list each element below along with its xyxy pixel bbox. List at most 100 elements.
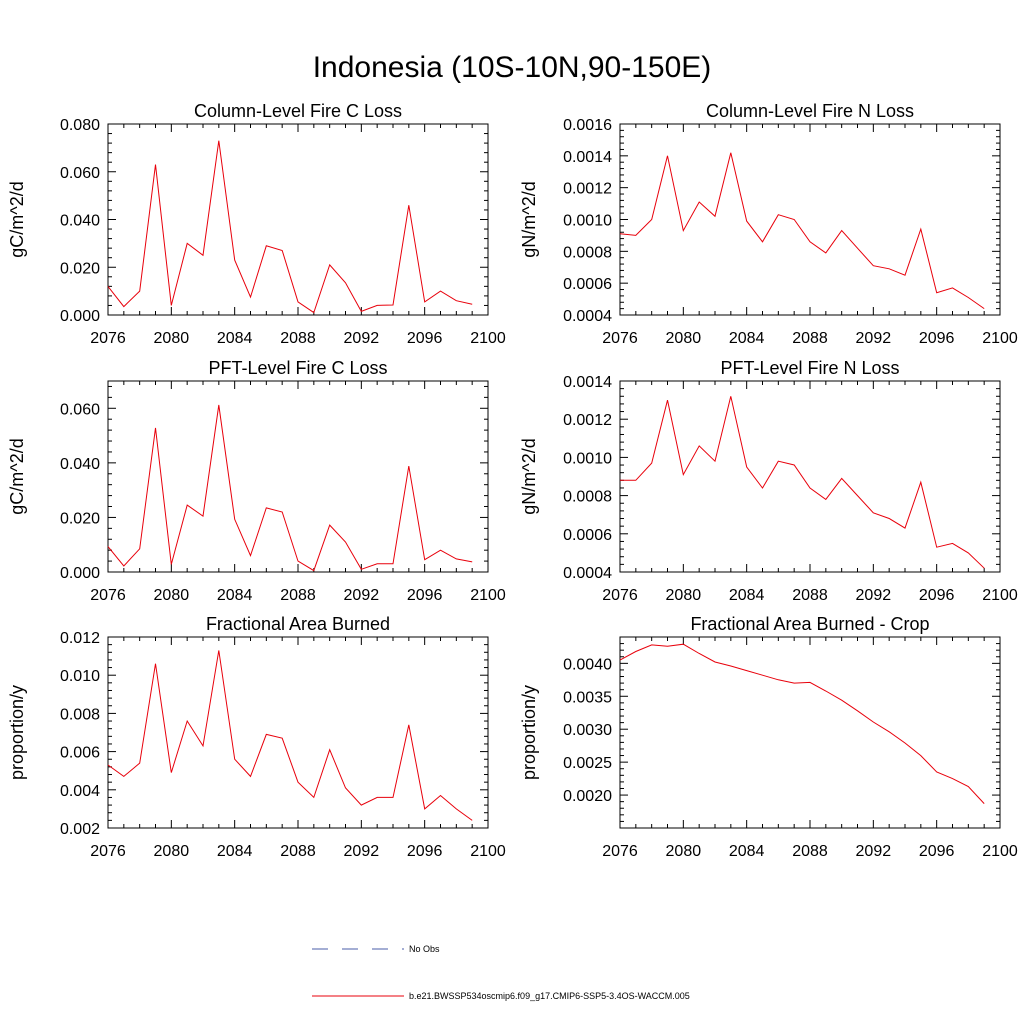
x-tick-label: 2080 [666,587,702,604]
y-axis-label: proportion/y [519,685,539,780]
series-line-1 [619,643,985,804]
plot-frame [107,380,489,573]
x-tick-label: 2088 [280,843,316,860]
x-tick-label: 2100 [982,843,1018,860]
y-tick-label: 0.080 [60,117,100,134]
x-tick-label: 2084 [217,843,253,860]
y-tick-label: 0.004 [60,783,100,800]
legend-label-model: b.e21.BWSSP534oscmip6.f09_g17.CMIP6-SSP5… [409,991,690,1001]
plot-frame [107,123,489,316]
y-tick-label: 0.0004 [563,308,612,325]
x-tick-label: 2092 [344,843,380,860]
x-tick-label: 2100 [470,843,506,860]
y-tick-label: 0.0014 [563,374,612,391]
series-line-1 [107,404,473,572]
panel-title: Fractional Area Burned - Crop [690,614,929,634]
series-line-1 [107,650,473,821]
x-tick-label: 2088 [280,587,316,604]
chart-panel-2: Column-Level Fire N Loss gN/m^2/d 2076 2080… [519,101,1018,347]
x-tick-label: 2080 [154,330,190,347]
x-tick-label: 2092 [856,330,892,347]
panel-title: Fractional Area Burned [206,614,390,634]
series-line-1 [107,140,473,314]
x-tick-label: 2092 [856,843,892,860]
y-tick-label: 0.0020 [563,788,612,805]
y-axis-label: proportion/y [7,685,27,780]
series-line-1 [620,396,985,569]
y-tick-label: 0.006 [60,745,100,762]
y-tick-label: 0.010 [60,668,100,685]
panel-title: Column-Level Fire C Loss [194,101,402,121]
y-tick-label: 0.0010 [563,450,612,467]
x-tick-label: 2100 [470,330,506,347]
x-tick-label: 2084 [729,330,765,347]
x-tick-label: 2080 [154,843,190,860]
y-axis-label: gC/m^2/d [7,438,27,514]
x-tick-label: 2084 [729,587,765,604]
chart-panels: Column-Level Fire C Loss gC/m^2/d 2076 2080… [7,101,1018,860]
y-tick-label: 0.060 [60,165,100,182]
y-tick-label: 0.020 [60,260,100,277]
y-tick-label: 0.060 [60,401,100,418]
series-line-1 [619,152,985,310]
panel-title: Column-Level Fire N Loss [706,101,914,121]
x-tick-label: 2092 [856,587,892,604]
x-tick-label: 2076 [602,330,638,347]
chart-panel-6: Fractional Area Burned - Crop proportion/… [519,614,1018,860]
x-tick-label: 2076 [602,587,638,604]
panel-title: PFT-Level Fire C Loss [208,358,387,378]
y-tick-label: 0.0004 [563,565,612,582]
x-tick-label: 2084 [217,330,253,347]
figure-title: Indonesia (10S-10N,90-150E) [313,51,712,84]
x-tick-label: 2076 [602,843,638,860]
y-tick-label: 0.0006 [563,527,612,544]
plot-frame [619,380,1001,573]
y-tick-label: 0.0040 [563,656,612,673]
x-tick-label: 2080 [154,587,190,604]
legend-label-no-obs: No Obs [409,944,440,954]
y-tick-label: 0.0014 [563,149,612,166]
y-tick-label: 0.000 [60,308,100,325]
y-tick-label: 0.040 [60,213,100,230]
x-tick-label: 2084 [729,843,765,860]
plot-frame [619,636,1001,829]
x-tick-label: 2084 [217,587,253,604]
y-tick-label: 0.0008 [563,244,612,261]
x-tick-label: 2080 [666,843,702,860]
y-tick-label: 0.0025 [563,755,612,772]
chart-panel-5: Fractional Area Burned proportion/y 2076 20… [7,614,506,860]
plot-frame [619,123,1001,316]
y-tick-label: 0.0012 [563,181,612,198]
legend: No Obs b.e21.BWSSP534oscmip6.f09_g17.CMI… [312,944,690,1001]
x-tick-label: 2080 [666,330,702,347]
y-tick-label: 0.0016 [563,117,612,134]
panel-title: PFT-Level Fire N Loss [720,358,899,378]
x-tick-label: 2088 [792,587,828,604]
y-tick-label: 0.002 [60,821,100,838]
x-tick-label: 2092 [344,587,380,604]
x-tick-label: 2088 [792,330,828,347]
y-tick-label: 0.020 [60,510,100,527]
y-axis-label: gN/m^2/d [519,181,539,257]
x-tick-label: 2076 [90,587,126,604]
y-tick-label: 0.012 [60,630,100,647]
x-tick-label: 2096 [407,843,443,860]
y-tick-label: 0.0030 [563,722,612,739]
y-axis-label: gC/m^2/d [7,181,27,257]
x-tick-label: 2088 [792,843,828,860]
y-tick-label: 0.0035 [563,689,612,706]
x-tick-label: 2092 [344,330,380,347]
x-tick-label: 2076 [90,843,126,860]
x-tick-label: 2100 [982,587,1018,604]
y-tick-label: 0.0008 [563,489,612,506]
chart-panel-1: Column-Level Fire C Loss gC/m^2/d 2076 2080… [7,101,506,347]
y-tick-label: 0.040 [60,456,100,473]
chart-panel-4: PFT-Level Fire N Loss gN/m^2/d 2076 2080 208… [519,358,1018,604]
y-tick-label: 0.008 [60,706,100,723]
y-tick-label: 0.000 [60,565,100,582]
y-tick-label: 0.0010 [563,213,612,230]
chart-panel-3: PFT-Level Fire C Loss gC/m^2/d 2076 2080 208… [7,358,506,604]
x-tick-label: 2096 [919,330,955,347]
y-axis-label: gN/m^2/d [519,438,539,514]
